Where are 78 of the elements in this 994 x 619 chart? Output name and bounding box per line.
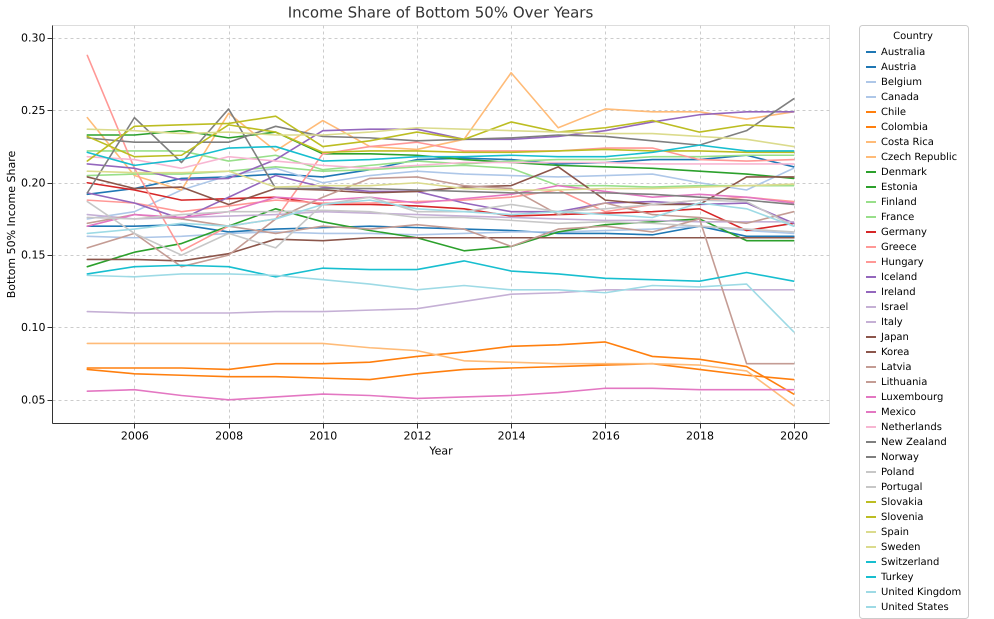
line-series	[86, 154, 794, 196]
legend-label: Slovakia	[881, 497, 923, 508]
line-series	[86, 273, 794, 333]
legend-label: New Zealand	[881, 437, 947, 448]
x-tick-label: 2018	[686, 430, 714, 442]
legend-title: Country	[893, 31, 933, 42]
line-series	[86, 208, 794, 268]
legend-label: Denmark	[881, 167, 928, 178]
line-series	[86, 54, 794, 252]
legend-label: Israel	[881, 302, 908, 313]
line-series	[86, 130, 794, 180]
legend-label: Chile	[881, 107, 906, 118]
legend-label: Turkey	[880, 572, 914, 583]
line-series	[86, 236, 794, 262]
legend-label: Norway	[881, 452, 920, 463]
line-series	[86, 156, 794, 170]
legend-label: Australia	[881, 47, 926, 58]
x-tick-label: 2006	[120, 430, 149, 442]
legend-label: Germany	[881, 227, 928, 238]
line-series	[86, 72, 794, 191]
line-series	[86, 144, 794, 166]
y-tick-label: 0.30	[21, 32, 46, 45]
legend-label: Poland	[881, 467, 914, 478]
legend-label: Hungary	[881, 257, 924, 268]
legend-label: Iceland	[881, 272, 918, 283]
x-tick-label: 2016	[592, 430, 620, 442]
line-series	[86, 210, 794, 223]
y-tick-label: 0.05	[21, 393, 46, 406]
line-series	[86, 387, 794, 401]
legend-label: Latvia	[881, 362, 912, 373]
y-tick-label: 0.10	[21, 320, 46, 334]
legend-label: United Kingdom	[881, 587, 962, 598]
y-axis-title: Bottom 50% Income Share	[5, 150, 18, 298]
legend-label: Japan	[880, 332, 909, 343]
legend-label: Estonia	[881, 182, 918, 193]
y-tick-label: 0.20	[21, 176, 46, 190]
legend-label: Spain	[881, 527, 909, 538]
x-axis-title: Year	[428, 444, 454, 458]
line-series	[86, 111, 794, 181]
legend-label: Netherlands	[881, 422, 942, 433]
legend-label: Italy	[881, 317, 903, 328]
line-series	[86, 289, 794, 314]
legend-label: Slovenia	[881, 512, 924, 523]
x-tick-label: 2014	[498, 430, 526, 442]
legend-label: Canada	[881, 92, 920, 103]
legend-label: Belgium	[881, 77, 922, 88]
legend-label: Colombia	[881, 122, 928, 133]
x-tick-label: 2010	[309, 430, 338, 442]
legend-label: Austria	[881, 62, 916, 73]
x-tick-label: 2020	[780, 430, 808, 442]
legend-label: Ireland	[881, 287, 916, 298]
legend-label: Costa Rica	[881, 137, 934, 148]
line-series	[86, 199, 794, 234]
legend-label: United States	[881, 602, 949, 613]
y-tick-label: 0.15	[21, 248, 46, 262]
x-tick-label: 2008	[215, 430, 244, 442]
line-series	[86, 115, 794, 162]
line-series	[86, 260, 794, 282]
legend-label: Portugal	[881, 482, 922, 493]
legend-label: Greece	[881, 242, 917, 253]
legend-label: France	[881, 212, 914, 223]
legend-label: Czech Republic	[881, 152, 958, 163]
line-series	[86, 167, 794, 220]
x-tick-label: 2012	[403, 430, 432, 442]
y-tick-label: 0.25	[21, 104, 46, 117]
legend-label: Luxembourg	[881, 392, 944, 403]
legend-label: Mexico	[881, 407, 916, 418]
line-series	[86, 166, 794, 206]
line-series	[86, 342, 794, 406]
line-series	[86, 174, 794, 224]
line-series	[86, 126, 794, 148]
chart-title: Income Share of Bottom 50% Over Years	[288, 4, 594, 22]
legend-label: Switzerland	[881, 557, 940, 568]
legend-label: Lithuania	[881, 377, 928, 388]
line-series	[86, 170, 794, 191]
legend-label: Sweden	[881, 542, 921, 553]
legend-label: Finland	[881, 197, 917, 208]
legend-label: Korea	[881, 347, 910, 358]
